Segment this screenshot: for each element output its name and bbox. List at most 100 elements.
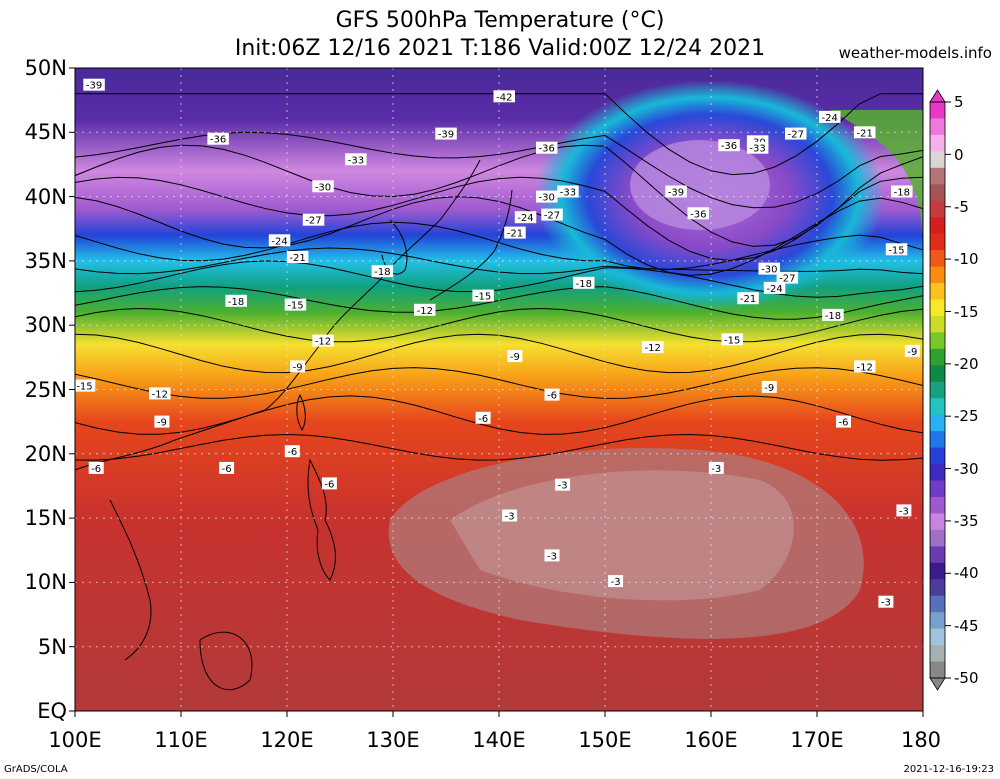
contour-label: -6	[287, 447, 297, 458]
colorbar-swatch	[930, 118, 945, 136]
colorbar-label: -50	[954, 669, 979, 687]
contour-label: -18	[825, 311, 841, 322]
colorbar-swatch	[930, 661, 945, 679]
colorbar-swatch	[930, 283, 945, 300]
contour-label: -6	[91, 464, 101, 475]
contour-label-box	[557, 185, 579, 198]
contour-label-box	[472, 289, 494, 302]
contour-label: -27	[788, 130, 804, 141]
contour-label: -21	[289, 253, 305, 264]
contour-label: -9	[764, 383, 774, 394]
contour-label-box	[149, 387, 171, 400]
colorbar-swatch	[930, 579, 945, 597]
contour-label-box	[836, 415, 851, 428]
colorbar-swatch	[930, 595, 945, 613]
contour-label-box	[502, 509, 518, 522]
contour-label-box	[73, 379, 96, 392]
contour-label-box	[541, 208, 563, 221]
contour-label-box	[268, 234, 291, 247]
colorbar-swatch	[930, 151, 945, 169]
contour-label-box	[284, 298, 307, 311]
contour-label-box	[504, 226, 526, 239]
isotherm-line	[75, 395, 923, 435]
contour-label: -3	[611, 577, 621, 588]
contour-label-box	[878, 595, 894, 608]
colorbar-swatch	[930, 266, 945, 284]
contour-label-box	[854, 126, 876, 139]
colorbar-swatch	[930, 167, 945, 185]
colorbar-swatch	[930, 134, 945, 152]
colorbar-swatch	[930, 628, 945, 646]
contour-label: -39	[668, 188, 684, 199]
lon-label: 120E	[260, 728, 314, 752]
contour-label: -30	[315, 182, 331, 193]
coast-philippines	[307, 458, 336, 581]
isotherm-line	[75, 367, 923, 399]
contour-label: -6	[547, 391, 557, 402]
contour-label: -24	[271, 236, 287, 247]
colorbar-swatch	[930, 546, 945, 564]
software-credit: GrADS/COLA	[4, 764, 68, 775]
contour-label: -3	[505, 512, 515, 523]
contour-label-box	[544, 388, 560, 401]
contour-label: -24	[822, 113, 838, 124]
contour-label-box	[284, 445, 300, 458]
colorbar-swatch	[930, 299, 945, 317]
contour-label: -9	[293, 362, 303, 373]
contour-label: -15	[724, 335, 740, 346]
lat-label: EQ	[37, 699, 67, 723]
axis-ticks	[69, 67, 924, 717]
colorbar-swatch	[930, 250, 945, 268]
contour-label-box	[822, 308, 844, 321]
coast-borneo	[199, 631, 253, 690]
isotherm-line	[75, 260, 923, 298]
contour-label-box	[219, 461, 235, 474]
contour-label: -9	[907, 347, 917, 358]
contour-label: -6	[839, 418, 849, 429]
contour-label-box	[708, 461, 724, 474]
lat-label: 20N	[24, 442, 67, 466]
colorbar-label: -25	[954, 407, 979, 425]
contour-label: -18	[228, 297, 244, 308]
contour-label: -12	[857, 362, 873, 373]
contour-label: -12	[645, 343, 661, 354]
colorbar-swatch	[930, 513, 945, 531]
contour-label: -6	[222, 464, 232, 475]
contour-label-box	[665, 185, 687, 198]
contour-label: -9	[157, 418, 167, 429]
contour-label-box	[507, 350, 523, 363]
colorbar-swatch	[930, 233, 945, 251]
contour-label-box	[761, 380, 777, 393]
colorbar-swatch	[930, 447, 945, 465]
contour-label-box	[536, 190, 558, 203]
colorbar-swatch	[930, 480, 945, 498]
contour-label: -12	[315, 337, 331, 348]
contour-label-box	[776, 271, 799, 284]
isotherm-line	[75, 144, 923, 247]
lon-label: 130E	[366, 728, 420, 752]
contour-label-box	[891, 185, 913, 198]
contour-label-box	[544, 549, 560, 562]
render-timestamp: 2021-12-16-19:23	[903, 764, 994, 775]
contour-label: -36	[539, 144, 555, 155]
colorbar-label: -20	[954, 355, 979, 373]
colorbar-swatch	[930, 464, 945, 482]
contour-label-box	[475, 411, 491, 424]
colorbar-swatch	[930, 431, 945, 449]
coast-japan	[429, 189, 513, 301]
contour-label: -30	[761, 265, 777, 276]
contour-label-box	[371, 265, 394, 278]
lon-label: 150E	[578, 728, 632, 752]
lat-label: 10N	[24, 570, 67, 594]
colorbar-label: 5	[954, 93, 964, 111]
warm-ridge-east	[830, 110, 923, 250]
contour-label: -39	[438, 130, 454, 141]
contour-label-box	[555, 478, 571, 491]
contour-label: -15	[287, 301, 303, 312]
contour-label: -27	[779, 274, 795, 285]
map-subtitle: Init:06Z 12/16 2021 T:186 Valid:00Z 12/2…	[234, 36, 766, 61]
colorbar-label: -35	[954, 512, 979, 530]
lat-label: 25N	[24, 378, 67, 402]
contour-label: -12	[152, 389, 168, 400]
colorbar-swatch	[930, 645, 945, 663]
